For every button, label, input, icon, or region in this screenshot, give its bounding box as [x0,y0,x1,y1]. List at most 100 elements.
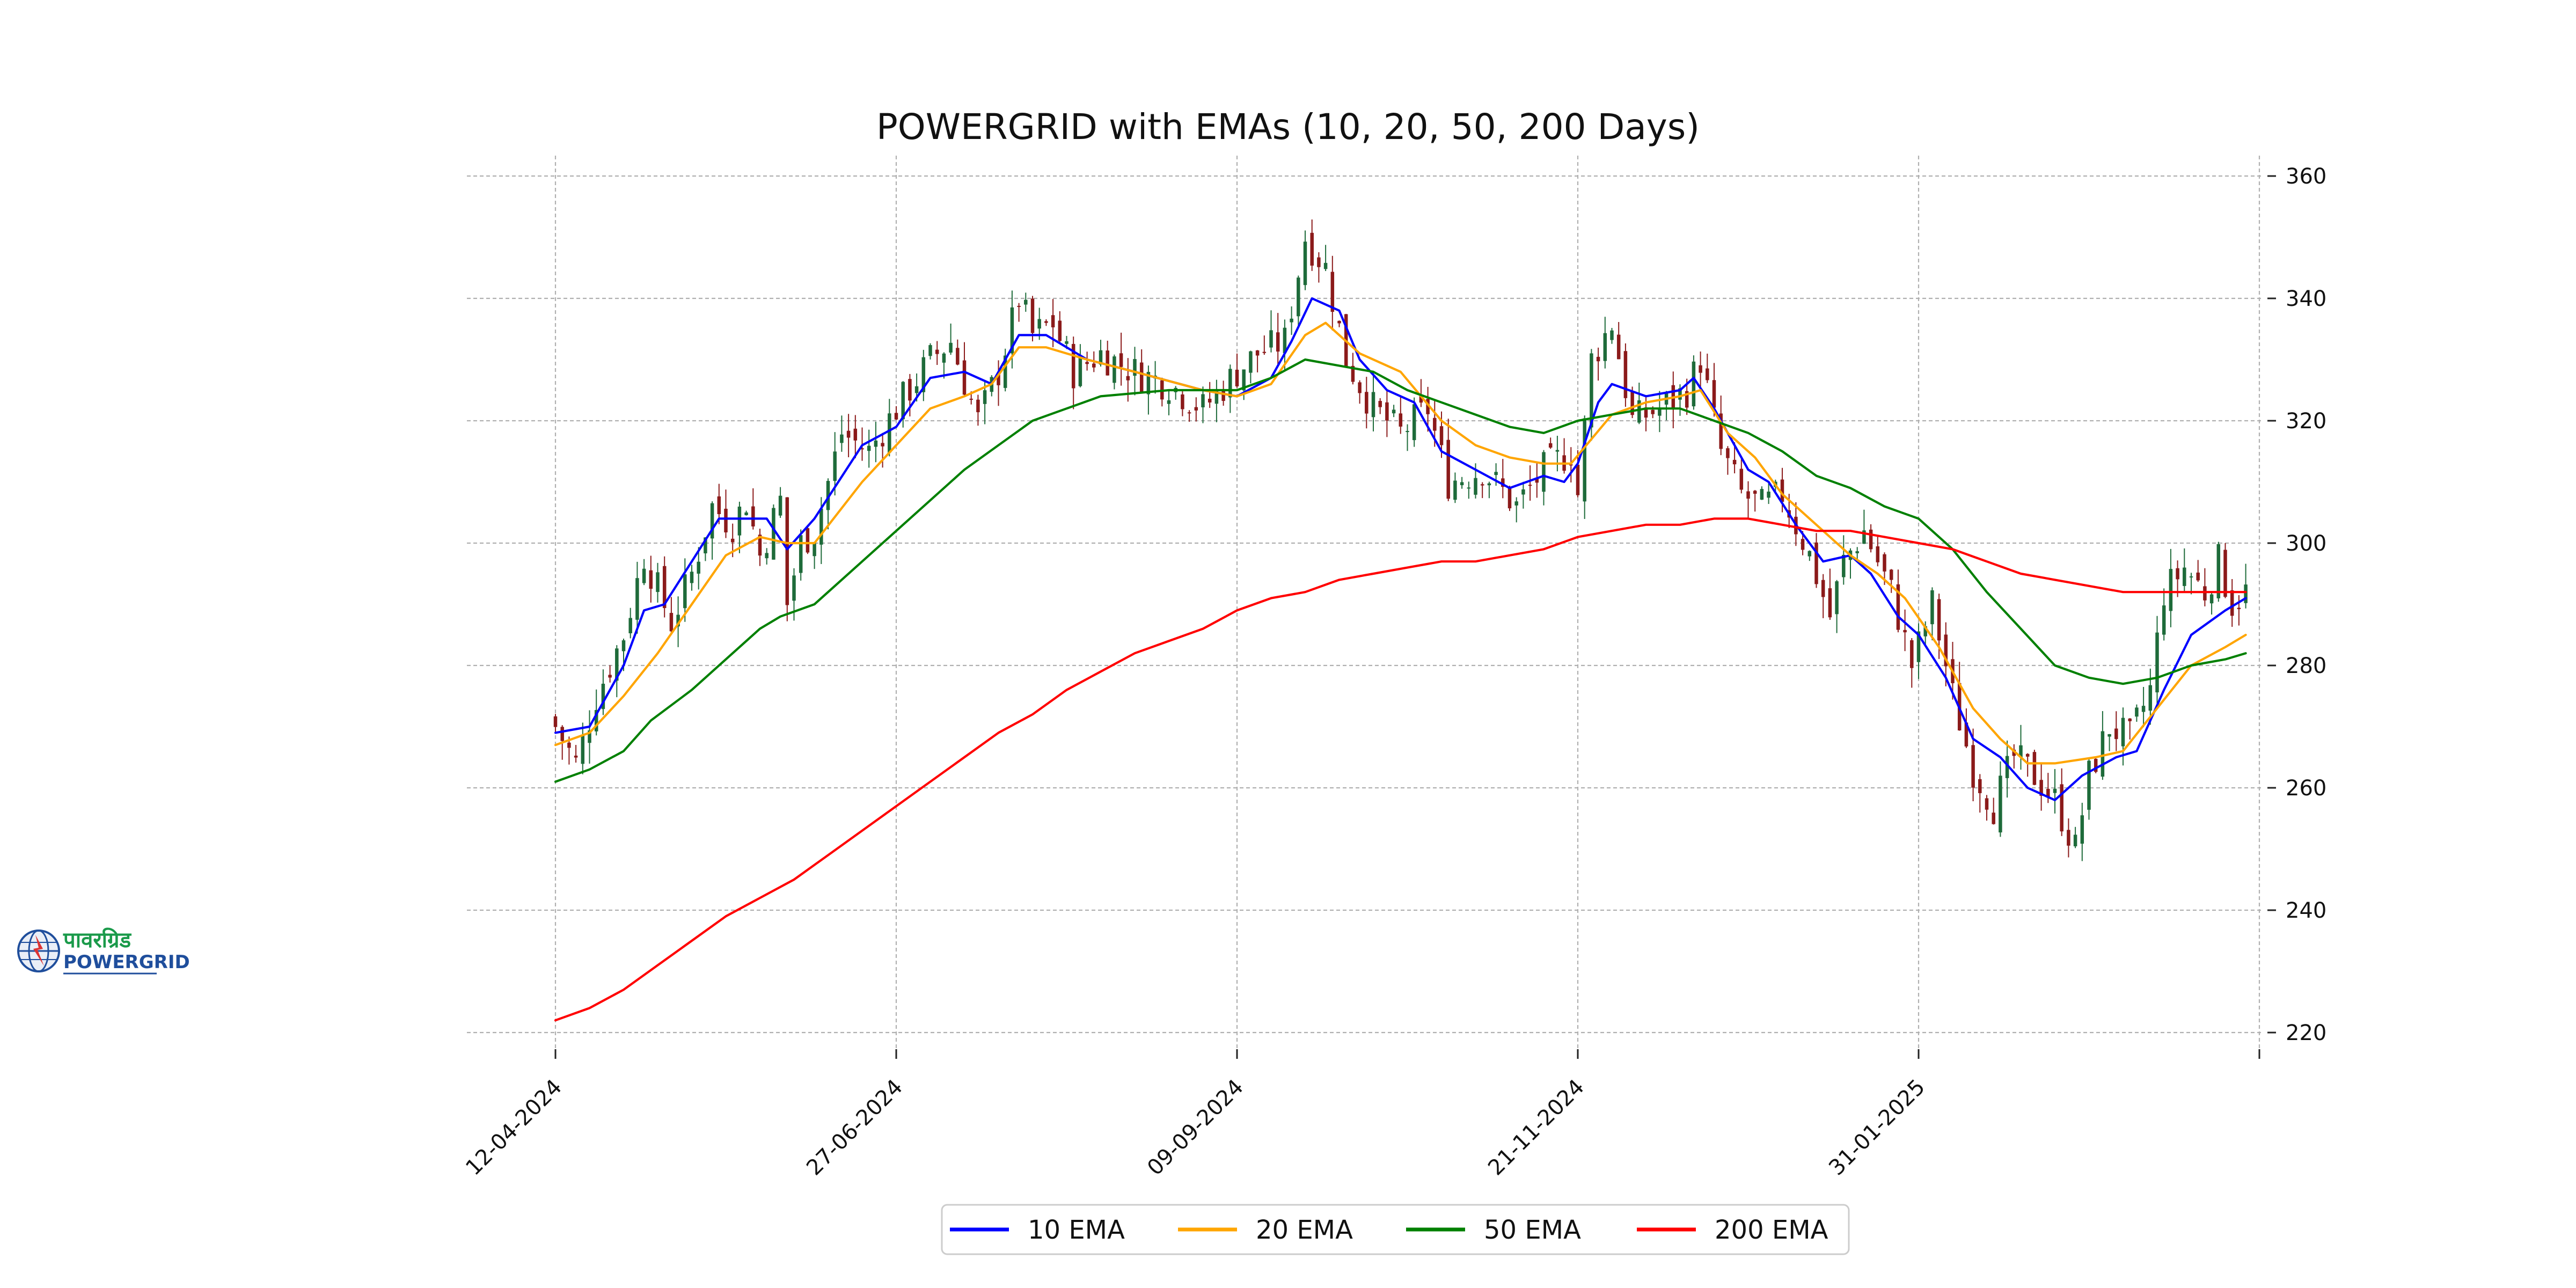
candle-body [928,345,932,356]
candle-body [1010,307,1014,354]
candle-body [669,613,674,632]
candle-body [560,727,564,741]
candle-body [1699,365,1702,373]
candle-body [765,553,769,559]
candle-body [2060,784,2063,832]
candle-body [758,535,762,556]
candle-body [792,575,796,601]
candle-body [1092,363,1096,368]
candle-body [813,542,816,557]
candle-body [1678,388,1682,400]
candle-body [2073,835,2077,846]
x-tick-label: 31-01-2025 [1824,1075,1930,1181]
candle-body [1065,341,1069,344]
candle-body [1828,588,1832,618]
candle-body [1548,443,1553,448]
logo-text: POWERGRID [63,952,190,973]
candle-body [1406,431,1409,433]
axes: 220 240 260 280 300 320 340 360 12-04-2024 27-06-… [461,164,2326,1180]
candle-body [962,360,967,395]
candle-body [1507,487,1512,509]
y-tick-label: 240 [2286,898,2326,923]
candle-body [608,675,612,678]
candle-body [1992,813,1995,824]
candle-body [1855,551,1859,553]
candle-body [724,508,728,533]
candle-body [1978,779,1982,793]
candle-body [1760,489,1764,500]
candle-body [649,570,653,589]
candle-body [567,742,571,748]
200-ema-line [554,517,2247,1022]
candle-body [1869,529,1873,550]
candle-body [2223,550,2227,597]
candle-body [1283,327,1287,354]
candle-body [1685,391,1689,408]
candle-body [1569,464,1573,466]
candle-body [1310,232,1314,266]
candle-body [1085,362,1089,364]
legend: 10 EMA 20 EMA 50 EMA 200 EMA [941,1204,1850,1255]
candle-body [1126,376,1130,380]
candle-body [949,342,953,353]
candle-body [1139,362,1144,392]
candle-body [697,561,700,574]
ema-lines [554,297,2247,1022]
candle-body [799,535,803,573]
candle-body [1453,480,1457,500]
candle-body [1555,450,1560,452]
candle-body [2019,745,2023,757]
logo-hindi-text: पावरग्रिड [63,927,132,953]
candle-body [1187,412,1191,414]
candle-body [1521,489,1525,495]
candle-body [2114,728,2118,740]
candle-body [1637,400,1641,423]
candle-body [2067,830,2070,846]
candle-body [710,503,714,539]
candle-body [1916,631,1921,662]
candle-body [921,357,926,392]
y-tick-label: 360 [2286,164,2326,189]
candle-body [2053,788,2057,793]
candle-body [1030,298,1035,333]
candle-body [744,512,748,515]
candle-body [1113,356,1116,383]
candle-body [1542,452,1546,492]
candle-body [1412,404,1416,441]
candle-body [1623,351,1628,398]
y-tick-label: 320 [2286,409,2326,434]
candle-body [2162,605,2166,635]
candle-body [1078,355,1082,386]
candle-body [1780,479,1784,502]
candlesticks [553,219,2248,861]
candle-body [1514,501,1518,506]
candle-body [1351,365,1355,382]
candle-body [1528,485,1532,486]
candle-body [642,568,646,583]
x-tick-label: 27-06-2024 [802,1075,908,1181]
candle-body [1058,320,1062,341]
candle-body [1358,382,1362,393]
candle-body [1999,775,2002,833]
candle-body [2141,706,2146,712]
candle-body [1535,478,1539,483]
candle-body [2005,756,2009,778]
candle-body [676,614,680,627]
candle-body [1037,319,1041,329]
candle-body [621,640,626,652]
candle-body [1317,257,1321,267]
candle-body [1392,409,1396,414]
candle-body [594,709,598,731]
candle-body [997,372,1000,385]
candle-body [1712,380,1716,408]
candle-body [683,574,687,609]
candle-body [2135,707,2139,717]
candle-body [1719,413,1723,449]
candle-body [1419,395,1423,403]
candle-body [1003,355,1007,388]
candle-body [1214,389,1219,404]
candle-body [860,448,864,450]
candle-body [826,481,830,510]
candle-body [1862,530,1866,544]
candle-body [1487,483,1491,486]
